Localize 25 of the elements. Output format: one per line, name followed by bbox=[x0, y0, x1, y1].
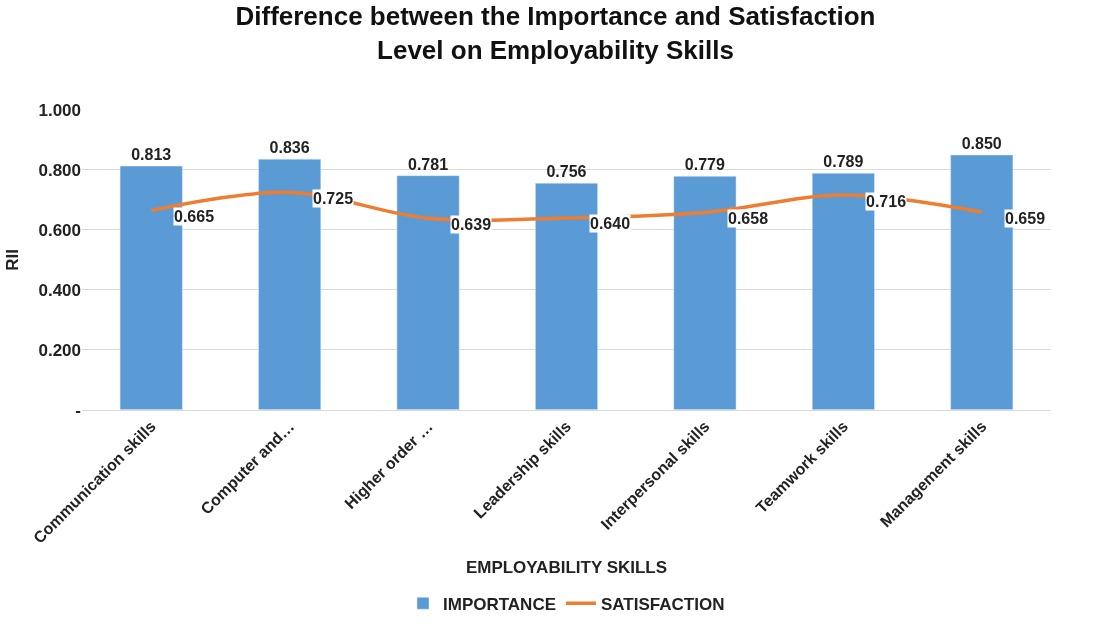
legend-label: SATISFACTION bbox=[601, 594, 725, 614]
data-label: 0.659 bbox=[1005, 210, 1046, 227]
data-label: 0.779 bbox=[684, 156, 725, 174]
y-tick-label: 0.400 bbox=[38, 280, 81, 300]
y-tick-label: 0.800 bbox=[38, 160, 81, 180]
data-label: 0.756 bbox=[546, 163, 587, 181]
y-axis-title: RII bbox=[3, 248, 22, 271]
data-label: 0.665 bbox=[174, 208, 215, 225]
data-label: 0.658 bbox=[728, 210, 769, 227]
data-label: 0.850 bbox=[961, 134, 1002, 152]
data-label: 0.725 bbox=[313, 190, 354, 207]
y-tick-label: 1.000 bbox=[38, 100, 81, 120]
data-label: 0.640 bbox=[590, 215, 631, 232]
y-tick-label: 0.600 bbox=[38, 220, 81, 240]
x-axis-title: EMPLOYABILITY SKILLS bbox=[465, 558, 668, 578]
data-label: 0.716 bbox=[866, 193, 907, 210]
y-tick-label: - bbox=[75, 400, 81, 420]
data-label: 0.789 bbox=[823, 153, 864, 171]
y-tick-label: 0.200 bbox=[38, 340, 81, 360]
chart-title: Difference between the Importance and Satisfaction Level on Employability Skills bbox=[235, 1, 876, 65]
legend-label: IMPORTANCE bbox=[443, 594, 557, 614]
data-label: 0.813 bbox=[131, 146, 172, 164]
data-label: 0.781 bbox=[408, 155, 449, 173]
data-label: 0.639 bbox=[451, 216, 492, 233]
data-label: 0.836 bbox=[269, 139, 310, 157]
